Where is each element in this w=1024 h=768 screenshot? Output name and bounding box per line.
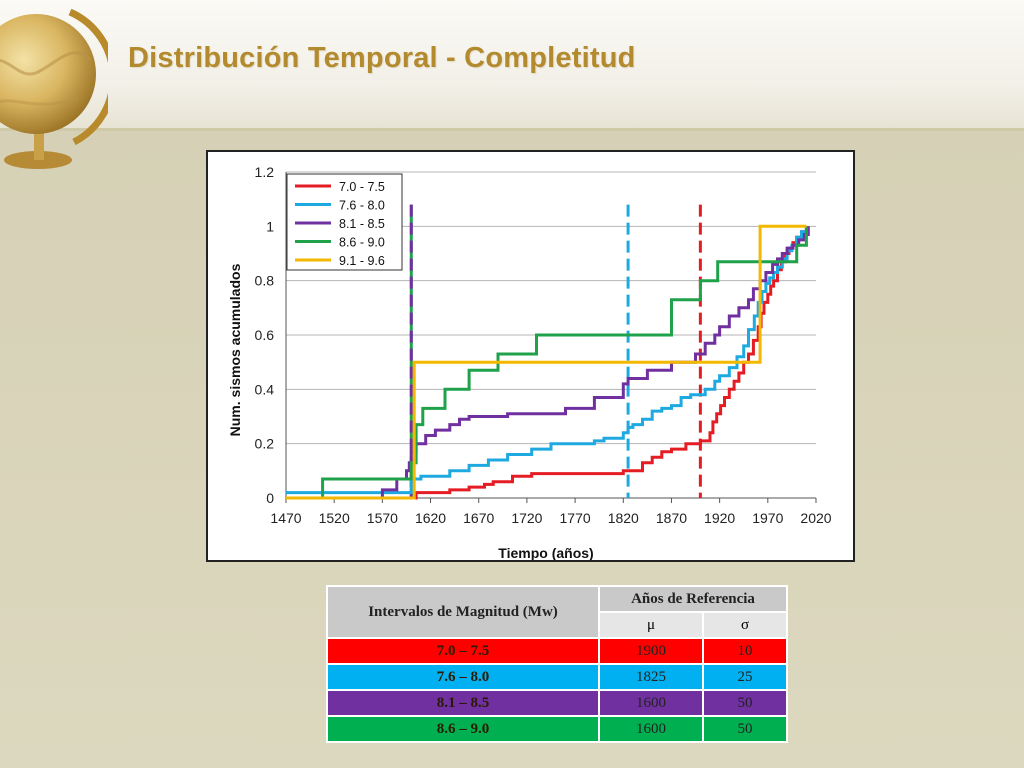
- x-tick-label: 1770: [560, 510, 591, 526]
- table-cell-sigma: 25: [702, 663, 788, 691]
- x-tick-label: 1520: [319, 510, 350, 526]
- table-row: 7.0 – 7.5 1900 10: [326, 637, 788, 665]
- table-cell-range: 7.0 – 7.5: [326, 637, 600, 665]
- y-tick-label: 0: [266, 490, 274, 506]
- x-tick-label: 1720: [511, 510, 542, 526]
- table-row: 8.6 – 9.0 1600 50: [326, 715, 788, 743]
- reference-table: Intervalos de Magnitud (Mw) Años de Refe…: [326, 585, 788, 743]
- y-tick-label: 0.8: [255, 273, 275, 289]
- x-tick-label: 1570: [367, 510, 398, 526]
- slide-title: Distribución Temporal - Completitud: [128, 42, 636, 74]
- y-tick-label: 0.6: [255, 327, 275, 343]
- x-tick-label: 1470: [270, 510, 301, 526]
- x-tick-label: 1620: [415, 510, 446, 526]
- table-cell-mu: 1825: [598, 663, 704, 691]
- series-line: [411, 226, 808, 500]
- y-tick-label: 0.2: [255, 436, 275, 452]
- table-cell-mu: 1600: [598, 689, 704, 717]
- table-header-ref: Años de Referencia: [598, 585, 788, 613]
- table-cell-range: 7.6 – 8.0: [326, 663, 600, 691]
- x-tick-label: 2020: [800, 510, 831, 526]
- series-line: [286, 226, 808, 495]
- table-cell-mu: 1900: [598, 637, 704, 665]
- table-cell-sigma: 50: [702, 689, 788, 717]
- table-cell-range: 8.1 – 8.5: [326, 689, 600, 717]
- y-axis-label: Num. sismos acumulados: [227, 263, 243, 436]
- globe-icon: [0, 8, 108, 169]
- legend-label: 9.1 - 9.6: [339, 254, 385, 268]
- y-tick-label: 1.2: [255, 164, 275, 180]
- x-tick-label: 1820: [608, 510, 639, 526]
- table-header-interval: Intervalos de Magnitud (Mw): [326, 585, 600, 639]
- chart-frame: 0 0.2 0.4 0.6 0.8 1 1.2 1470 1520 1570 1620 1670 172…: [206, 150, 855, 562]
- table-header-mu: μ: [598, 611, 704, 639]
- table-row: 8.1 – 8.5 1600 50: [326, 689, 788, 717]
- legend-label: 7.6 - 8.0: [339, 199, 385, 213]
- x-axis-label: Tiempo (años): [498, 545, 593, 560]
- y-tick-label: 0.4: [255, 381, 275, 397]
- x-tick-label: 1870: [656, 510, 687, 526]
- legend-label: 8.1 - 8.5: [339, 217, 385, 231]
- legend-label: 7.0 - 7.5: [339, 180, 385, 194]
- table-cell-range: 8.6 – 9.0: [326, 715, 600, 743]
- table-row: 7.6 – 8.0 1825 25: [326, 663, 788, 691]
- table-header-sigma: σ: [702, 611, 788, 639]
- chart-svg: 0 0.2 0.4 0.6 0.8 1 1.2 1470 1520 1570 1620 1670 172…: [227, 164, 832, 560]
- y-tick-label: 1: [266, 218, 274, 234]
- x-tick-label: 1670: [463, 510, 494, 526]
- header-band: [0, 0, 1024, 131]
- table-cell-sigma: 10: [702, 637, 788, 665]
- table-cell-sigma: 50: [702, 715, 788, 743]
- series-line: [286, 224, 807, 500]
- legend-label: 8.6 - 9.0: [339, 236, 385, 250]
- table-cell-mu: 1600: [598, 715, 704, 743]
- x-tick-label: 1920: [704, 510, 735, 526]
- x-tick-label: 1970: [752, 510, 783, 526]
